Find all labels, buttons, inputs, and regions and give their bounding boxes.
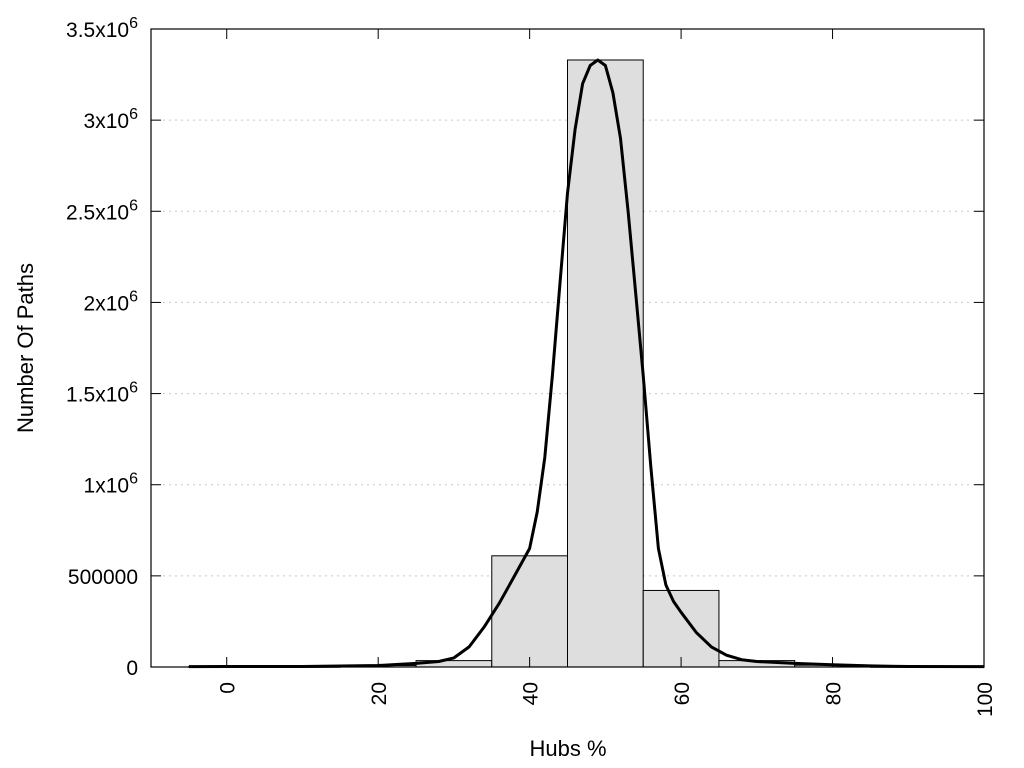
y-tick-label-1: 500000: [68, 566, 138, 589]
x-tick-label-5: 100: [974, 682, 997, 717]
distribution-curve: [188, 58, 985, 669]
y-tick-label-7: 3.5x106: [66, 15, 138, 42]
y-tick-label-4: 2x106: [84, 288, 139, 315]
y-tick-label-3: 1.5x106: [66, 380, 138, 407]
y-tick-label-5: 2.5x106: [66, 197, 138, 224]
y-axis-label: Number Of Paths: [13, 263, 38, 433]
x-tick-label-0: 0: [217, 682, 240, 694]
histogram-bar-6: [642, 589, 720, 668]
plot-frame: [150, 28, 985, 668]
y-tick-label-6: 3x106: [84, 106, 139, 133]
x-tick-label-4: 80: [823, 682, 846, 705]
x-axis-label: Hubs %: [529, 736, 606, 761]
x-tick-label-3: 60: [671, 682, 694, 705]
y-axis-ticks: 0 500000 1x106 1.5x106 2x106 2.5x106 3x106 3.5x…: [66, 15, 984, 680]
histogram-bar-4: [491, 555, 569, 668]
y-tick-label-0: 0: [126, 657, 138, 680]
x-tick-label-2: 40: [520, 682, 543, 705]
x-axis-ticks: 0 20 40 60 80 100: [217, 29, 997, 717]
x-tick-label-1: 20: [368, 682, 391, 705]
histogram-bar-5: [567, 59, 644, 668]
y-tick-label-2: 1x106: [84, 471, 139, 498]
